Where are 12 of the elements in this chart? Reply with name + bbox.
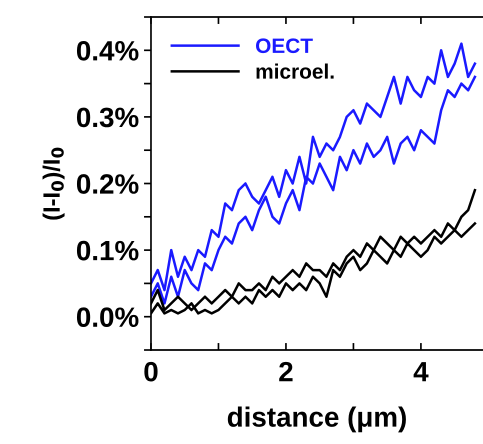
- y-tick-label: 0.2%: [76, 174, 138, 194]
- x-tick-label: 0: [144, 362, 158, 382]
- y-tick-label: 0.0%: [76, 307, 138, 328]
- legend-label: microel.: [256, 64, 334, 79]
- x-tick-label: 2: [279, 362, 293, 382]
- y-tick-label: 0.1%: [76, 240, 138, 260]
- x-axis-title: distance (μm): [228, 406, 406, 432]
- x-tick-label: 4: [414, 362, 428, 382]
- legend-label: OECT: [256, 38, 313, 54]
- y-tick-label: 0.4%: [76, 40, 138, 61]
- y-axis-title: (I-I$_{0}$)/I$_{0}$: [42, 148, 65, 220]
- y-tick-label: 0.3%: [76, 108, 138, 128]
